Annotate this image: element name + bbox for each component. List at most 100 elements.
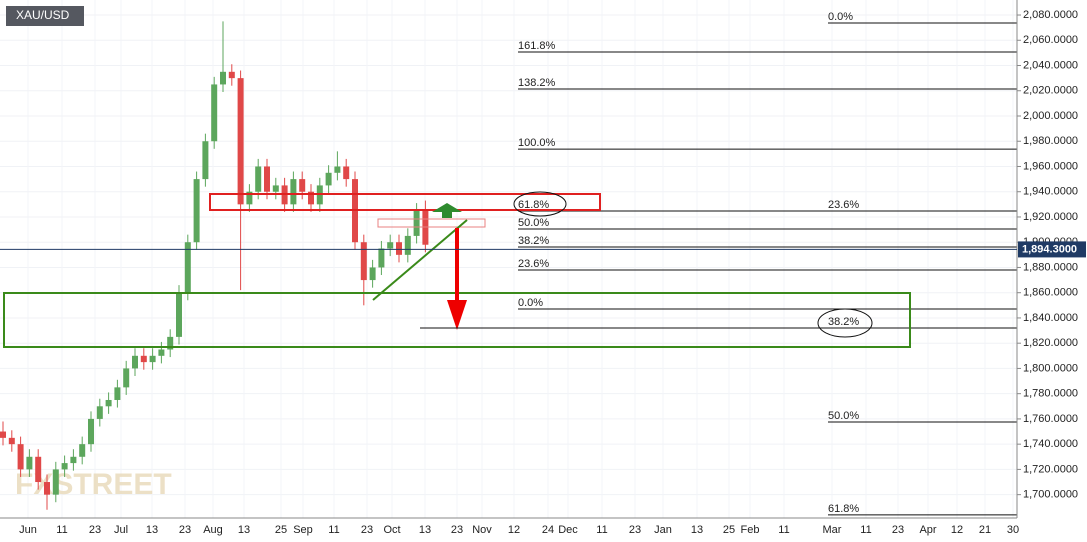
x-tick-label: 25 <box>723 524 735 536</box>
x-tick-label: Apr <box>919 524 936 536</box>
candle-body <box>246 191 253 205</box>
trend-line <box>372 219 468 301</box>
current-price-label: 1,894.3000 <box>1022 243 1077 255</box>
y-tick-label: 1,940.0000 <box>1023 186 1078 198</box>
candle-body <box>422 210 429 245</box>
fib-label: 61.8% <box>518 199 549 211</box>
x-tick-label: Jan <box>654 524 672 536</box>
candle-body <box>158 349 165 356</box>
x-tick-label: Oct <box>383 524 400 536</box>
current-price-badge <box>1018 241 1086 258</box>
x-tick-label: Aug <box>203 524 223 536</box>
x-tick-label: 23 <box>629 524 641 536</box>
candle-body <box>0 431 6 438</box>
y-tick-label: 1,700.0000 <box>1023 489 1078 501</box>
candle-body <box>378 248 385 268</box>
fib-label: 38.2% <box>828 316 859 328</box>
candle-body <box>8 437 15 445</box>
candle-body <box>52 469 59 495</box>
y-tick-label: 2,000.0000 <box>1023 110 1078 122</box>
fib-label: 61.8% <box>828 503 859 515</box>
candle-body <box>360 242 367 281</box>
x-tick-label: Dec <box>558 524 578 536</box>
candle-body <box>70 456 77 464</box>
y-tick-label: 2,040.0000 <box>1023 59 1078 71</box>
candle-body <box>26 456 33 470</box>
fib-label: 138.2% <box>518 77 556 89</box>
y-tick-label: 1,840.0000 <box>1023 312 1078 324</box>
y-tick-label: 1,880.0000 <box>1023 261 1078 273</box>
candle-body <box>176 292 182 337</box>
fib-label: 100.0% <box>518 137 556 149</box>
x-tick-label: 21 <box>979 524 991 536</box>
candle-body <box>184 242 191 293</box>
y-tick-label: 1,860.0000 <box>1023 287 1078 299</box>
x-tick-label: 25 <box>275 524 287 536</box>
highlight-ellipse <box>817 308 873 338</box>
x-tick-label: Nov <box>472 524 492 536</box>
axes: 1,700.0000 1,720.0000 1,740.0000 1,760.0000… <box>19 9 1078 536</box>
fib-label: 50.0% <box>828 410 859 422</box>
y-tick-label: 1,780.0000 <box>1023 388 1078 400</box>
x-tick-label: Feb <box>741 524 760 536</box>
candle-body <box>369 267 376 281</box>
candle-body <box>17 444 24 470</box>
candle-body <box>343 166 350 180</box>
x-tick-label: 13 <box>238 524 250 536</box>
candle-body <box>132 355 138 369</box>
fib-label: 0.0% <box>828 11 853 23</box>
chart-title: XAU/USD <box>16 8 70 22</box>
x-tick-label: Sep <box>293 524 313 536</box>
candle-body <box>123 368 130 388</box>
fibonacci: 161.8% 138.2% 100.0% 61.8% 50.0% 38.2% 23.6% 0.… <box>518 11 1017 516</box>
up-arrow <box>432 203 462 218</box>
candle-body <box>105 399 112 407</box>
candle-body <box>290 179 297 205</box>
x-tick-label: 11 <box>328 524 339 536</box>
candle-body <box>334 166 341 173</box>
candle-body <box>79 444 86 457</box>
candle-body <box>211 84 218 142</box>
down-arrow-head <box>447 300 467 330</box>
x-tick-label: 23 <box>179 524 191 536</box>
highlight-ellipse <box>513 191 567 217</box>
symbol-badge <box>6 6 84 26</box>
y-tick-label: 2,020.0000 <box>1023 85 1078 97</box>
resistance-box <box>209 193 601 211</box>
candle-body <box>193 179 200 243</box>
x-tick-label: 23 <box>892 524 904 536</box>
small-box <box>377 218 486 228</box>
candle-body <box>264 166 270 192</box>
y-tick-label: 1,760.0000 <box>1023 413 1078 425</box>
x-tick-label: 24 <box>542 524 554 536</box>
candle-body <box>149 355 156 363</box>
candle-body <box>228 71 235 79</box>
y-tick-label: 1,720.0000 <box>1023 463 1078 475</box>
x-tick-label: Jun <box>19 524 37 536</box>
candle-body <box>114 387 121 400</box>
x-tick-label: 11 <box>778 524 789 536</box>
candle-body <box>272 185 279 192</box>
x-tick-label: 13 <box>146 524 158 536</box>
candle-body <box>44 482 50 495</box>
candle-body <box>140 355 147 363</box>
candle-body <box>308 191 314 205</box>
y-tick-label: 1,800.0000 <box>1023 362 1078 374</box>
fib-label: 23.6% <box>518 258 549 270</box>
y-tick-label: 2,080.0000 <box>1023 9 1078 21</box>
candle-body <box>167 336 174 350</box>
candle-body <box>237 78 244 205</box>
candle-body <box>299 179 306 192</box>
y-tick-label: 1,920.0000 <box>1023 211 1078 223</box>
x-tick-label: 12 <box>951 524 963 536</box>
grid <box>0 0 1017 518</box>
candle-body <box>387 242 394 249</box>
candle-body <box>396 242 402 255</box>
x-tick-label: 13 <box>691 524 703 536</box>
x-tick-label: 30 <box>1007 524 1019 536</box>
candle-body <box>88 418 94 445</box>
fib-label: 23.6% <box>828 199 859 211</box>
y-tick-label: 1,980.0000 <box>1023 135 1078 147</box>
x-tick-label: Mar <box>823 524 842 536</box>
